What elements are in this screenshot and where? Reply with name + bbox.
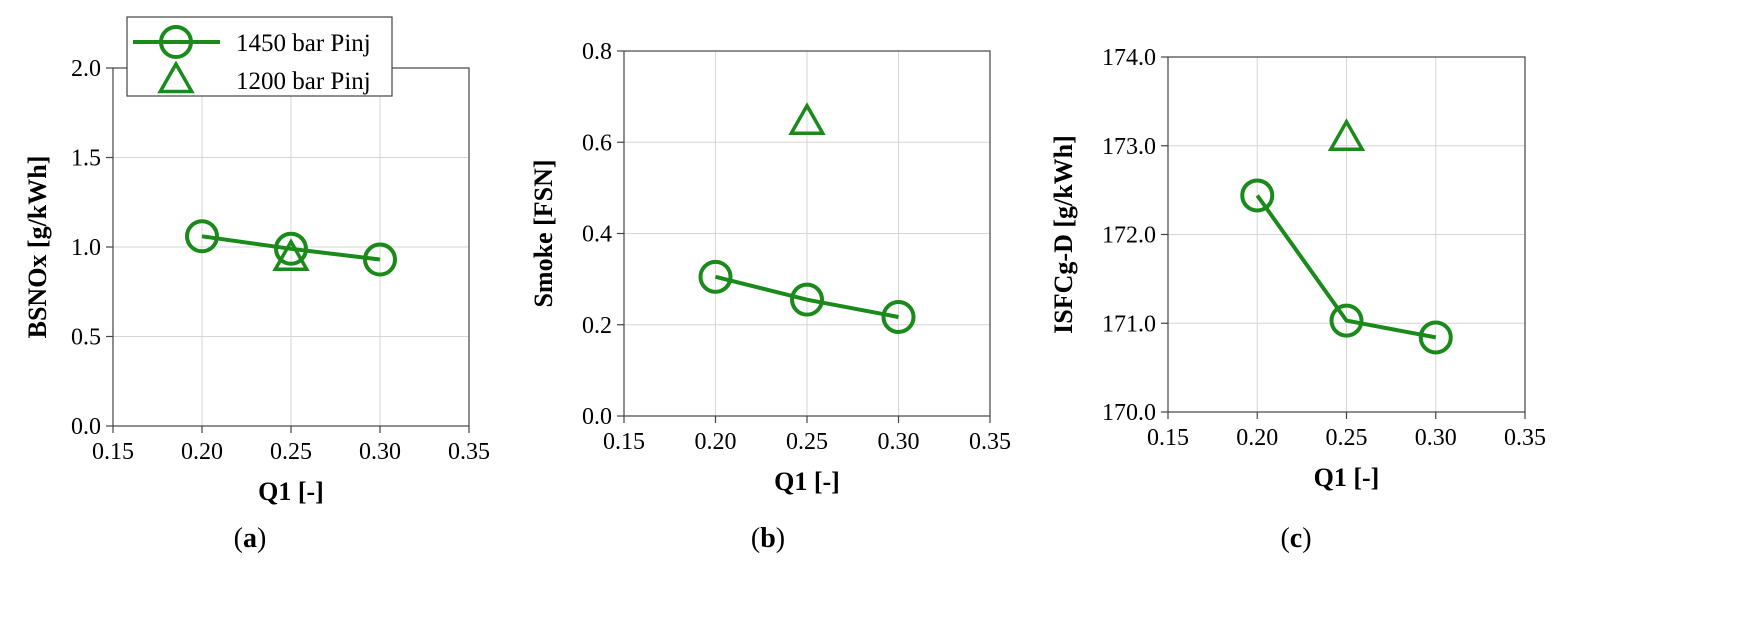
x-tick-label: 0.35 [969,429,1011,455]
data-point-circle [1240,178,1275,213]
x-tick-label: 0.20 [181,439,223,465]
data-point-circle [790,282,824,317]
x-tick-label: 0.30 [359,439,401,465]
x-tick-label: 0.30 [878,429,920,455]
legend-circle-icon [159,25,193,59]
x-tick-label: 0.15 [603,429,645,455]
y-tick-label: 172.0 [1102,223,1156,249]
y-tick-label: 173.0 [1102,134,1156,160]
data-point-triangle [1327,118,1366,152]
data-point-circle [185,219,219,254]
data-point-circle [698,259,733,294]
y-tick-label: 174.0 [1102,45,1156,71]
series-line [201,234,381,262]
panel-c: 0.15 0.20 0.25 0.30 0.35 170.0 171.0 172.0 173.0… [1049,45,1546,554]
panel-caption: (a) [234,523,267,554]
x-tick-label: 0.15 [1147,425,1189,451]
y-tick-label: 171.0 [1102,311,1156,337]
data-point-triangle [788,102,826,135]
panel-a: 0.15 0.20 0.25 0.30 0.35 0.0 0.5 1.0 1.5 2.0 Q1 [-… [23,56,490,554]
data-point-circle [363,242,397,277]
legend: 1450 bar Pinj 1200 bar Pinj [126,16,393,97]
x-tick-label: 0.15 [92,439,134,465]
y-tick-label: 0.0 [582,404,612,430]
legend-triangle-icon [157,60,195,94]
series-triangle [1327,118,1366,152]
x-tick-label: 0.20 [1236,425,1278,451]
series-circle [1240,178,1453,355]
x-axis-label: Q1 [-] [774,467,840,496]
x-axis-label: Q1 [-] [258,477,324,506]
data-point-circle [1418,320,1453,355]
series-circle [185,219,397,277]
caption-paren-close: ) [1302,523,1311,554]
caption-paren-open: ( [234,523,243,554]
caption-paren-close: ) [776,523,785,554]
x-axis-label: Q1 [-] [1314,463,1380,492]
x-tick-label: 0.25 [786,429,828,455]
y-tick-label: 170.0 [1102,400,1156,426]
series-circle [698,259,916,334]
caption-paren-open: ( [751,523,760,554]
y-tick-label: 1.5 [71,146,101,172]
x-tick-label: 0.25 [270,439,312,465]
panel-b: 0.15 0.20 0.25 0.30 0.35 0.0 0.2 0.4 0.6 0.8 Q1 [-… [529,39,1011,554]
legend-label: 1450 bar Pinj [236,30,371,57]
legend-entry: 1450 bar Pinj [133,25,371,59]
caption-letter: a [243,523,257,554]
y-axis-label: Smoke [FSN] [529,159,558,307]
x-tick-label: 0.35 [1504,425,1546,451]
panel-caption: (c) [1280,523,1311,554]
data-point-triangle [272,238,310,272]
y-tick-label: 0.4 [582,222,612,248]
data-point-circle [881,299,916,334]
y-tick-label: 0.6 [582,130,612,156]
series-line [715,274,899,319]
x-tick-label: 0.20 [695,429,737,455]
y-tick-label: 0.2 [582,313,612,339]
caption-paren-close: ) [257,523,266,554]
data-point-circle [1329,303,1364,338]
y-axis-label: ISFCg-D [g/kWh] [1049,135,1078,334]
caption-paren-open: ( [1280,523,1289,554]
y-axis-label: BSNOx [g/kWh] [23,156,52,339]
legend-label: 1200 bar Pinj [236,68,371,95]
series-triangle [272,238,310,272]
caption-letter: c [1290,523,1302,554]
x-tick-label: 0.35 [448,439,490,465]
series-triangle [788,102,826,135]
x-tick-label: 0.30 [1415,425,1457,451]
y-tick-label: 0.0 [71,414,101,440]
y-tick-label: 0.8 [582,39,612,65]
y-tick-label: 1.0 [71,235,101,261]
y-tick-label: 0.5 [71,325,101,351]
y-tick-label: 2.0 [71,56,101,82]
data-point-circle [274,231,308,266]
panel-caption: (b) [751,523,785,554]
x-tick-label: 0.25 [1326,425,1368,451]
caption-letter: b [760,523,776,554]
legend-entry: 1200 bar Pinj [157,60,371,95]
series-line [1255,194,1437,340]
